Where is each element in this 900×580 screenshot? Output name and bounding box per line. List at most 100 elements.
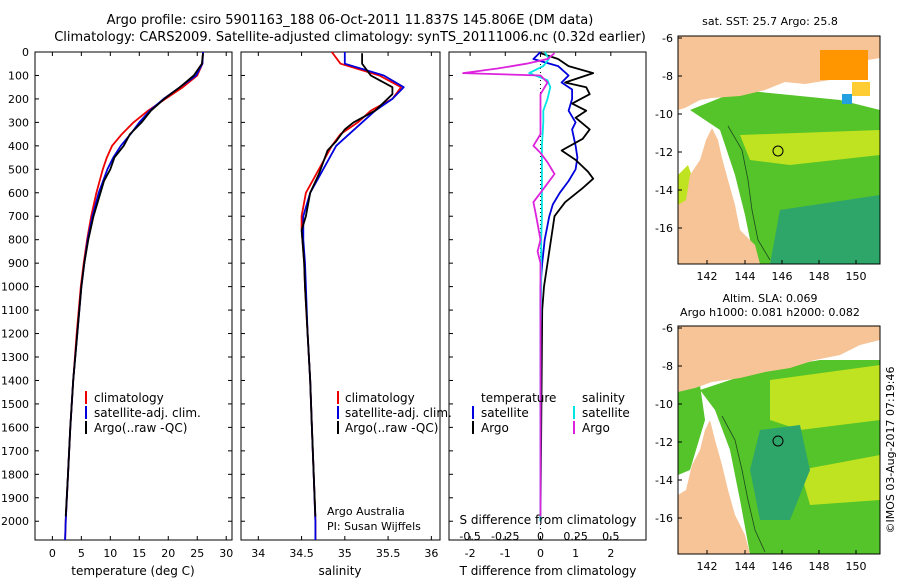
- series-line-satellite-adj-clim-: [64, 51, 204, 541]
- lon-tick-label: 146: [772, 270, 793, 283]
- sst-ocean-dark-patch: [770, 195, 880, 264]
- salinity-xlabel: salinity: [318, 564, 361, 578]
- s-difference-label: S difference from climatology: [460, 513, 637, 527]
- sla-cape-york-land: [678, 420, 750, 554]
- sla-ocean-west-strip: [678, 385, 705, 475]
- sla-map-ticks: 142 144 146 148 150 -6 -8 -10 -12 -14 -16: [655, 322, 866, 573]
- sla-ocean-light-area: [770, 365, 880, 430]
- sst-argo-location-marker: [772, 145, 784, 157]
- sla-argo-location-marker: [772, 435, 784, 447]
- sst-ocean-light-band: [740, 130, 880, 165]
- diff-legend-sargo-label: Argo: [582, 421, 610, 435]
- lat-tick-label: -12: [655, 436, 673, 449]
- sal-legend-sat-label: satellite-adj. clim.: [345, 406, 452, 420]
- lat-tick-label: -8: [662, 360, 673, 373]
- legend-sat-label: satellite-adj. clim.: [94, 406, 201, 420]
- lon-tick-label: 142: [697, 560, 718, 573]
- depth-tick-label: 1500: [1, 398, 29, 411]
- lat-tick-label: -10: [655, 398, 673, 411]
- lat-tick-label: -8: [662, 70, 673, 83]
- sla-depth-contour: [721, 415, 766, 553]
- series-line-argo-raw-qc-: [300, 53, 394, 517]
- x-tick-label: 2: [607, 547, 614, 560]
- sal-legend-argo-label: Argo(..raw -QC): [345, 421, 438, 435]
- diff-legend-salinity-title: salinity: [582, 391, 625, 405]
- x-tick-label: 20: [161, 547, 175, 560]
- x-tick-label: 35: [338, 547, 352, 560]
- depth-tick-label: 300: [8, 116, 29, 129]
- lat-tick-label: -6: [662, 322, 673, 335]
- lon-tick-label: 146: [772, 560, 793, 573]
- depth-tick-label: 1000: [1, 281, 29, 294]
- s-tick-label: -0.5: [459, 530, 480, 543]
- series-line-climatology: [64, 51, 204, 541]
- sst-cool-patch: [842, 94, 852, 104]
- lon-tick-label: 144: [735, 560, 756, 573]
- depth-tick-label: 1800: [1, 468, 29, 481]
- depth-tick-label: 0: [22, 46, 29, 59]
- x-tick-label: 36: [424, 547, 438, 560]
- sst-depth-contour: [727, 125, 771, 261]
- series-line-t-argo: [539, 52, 595, 517]
- difference-panel-frame: [448, 51, 647, 541]
- depth-tick-label: 2000: [1, 515, 29, 528]
- lon-tick-label: 150: [846, 270, 867, 283]
- depth-tick-label: 1300: [1, 351, 29, 364]
- figure-title-line2: Climatology: CARS2009. Satellite-adjuste…: [54, 30, 646, 45]
- depth-tick-label: 800: [8, 234, 29, 247]
- lat-tick-label: -6: [662, 32, 673, 45]
- figure-title-line1: Argo profile: csiro 5901163_188 06-Oct-2…: [107, 13, 594, 28]
- sal-legend-clim-label: climatology: [345, 391, 415, 405]
- depth-tick-label: 1600: [1, 421, 29, 434]
- lon-tick-label: 144: [735, 270, 756, 283]
- difference-chart: -2 -1 0 1 2 -0.5 -0.25 0 0.25 0.5: [459, 51, 620, 560]
- sla-map-frame: [677, 325, 881, 555]
- series-line-argo-raw-qc-: [64, 53, 204, 517]
- x-tick-label: 1: [572, 547, 579, 560]
- legend-argo-label: Argo(..raw -QC): [94, 421, 187, 435]
- x-tick-label: 10: [103, 547, 117, 560]
- depth-tick-label: 600: [8, 187, 29, 200]
- sst-map: sat. SST: 25.7 Argo: 25.8 142 144 146 148 15…: [655, 15, 881, 283]
- depth-tick-label: 700: [8, 210, 29, 223]
- x-tick-label: 34.5: [289, 547, 314, 560]
- series-line-s-argo: [462, 52, 556, 517]
- lon-tick-label: 142: [697, 270, 718, 283]
- depth-tick-label: 1400: [1, 374, 29, 387]
- sla-map: Altim. SLA: 0.069 Argo h1000: 0.081 h200…: [655, 292, 881, 573]
- lon-tick-label: 150: [846, 560, 867, 573]
- x-tick-label: 34: [251, 547, 265, 560]
- difference-legend: temperature satellite Argo salinity sate…: [472, 391, 630, 435]
- temperature-chart: 0 5 10 15 20 25 30: [49, 51, 233, 560]
- lat-tick-label: -16: [655, 222, 673, 235]
- lat-tick-label: -12: [655, 146, 673, 159]
- sla-map-title: Altim. SLA: 0.069: [722, 292, 817, 305]
- salinity-chart: 34 34.5 35 35.5 36: [251, 51, 438, 560]
- depth-tick-label: 400: [8, 140, 29, 153]
- sst-warm-patch: [820, 50, 868, 80]
- depth-tick-label: 500: [8, 163, 29, 176]
- lat-tick-label: -16: [655, 512, 673, 525]
- x-tick-label: -1: [500, 547, 511, 560]
- depth-tick-label: 1100: [1, 304, 29, 317]
- diff-legend-tsat-label: satellite: [481, 406, 529, 420]
- lon-tick-label: 148: [809, 560, 830, 573]
- lat-tick-label: -10: [655, 108, 673, 121]
- temperature-panel-frame: [34, 51, 233, 541]
- lat-tick-label: -14: [655, 474, 673, 487]
- x-tick-label: 35.5: [376, 547, 401, 560]
- s-tick-label: 0.5: [602, 530, 620, 543]
- x-tick-label: -2: [465, 547, 476, 560]
- depth-tick-label: 1700: [1, 445, 29, 458]
- sst-map-ticks: 142 144 146 148 150 -6 -8 -10 -12 -14 -16: [655, 32, 866, 283]
- sla-new-guinea-land: [678, 326, 880, 392]
- difference-xlabel: T difference from climatology: [459, 564, 637, 578]
- depth-tick-label: 200: [8, 93, 29, 106]
- depth-tick-label: 900: [8, 257, 29, 270]
- depth-tick-label: 1200: [1, 328, 29, 341]
- x-tick-label: 25: [190, 547, 204, 560]
- diff-legend-temperature-title: temperature: [481, 391, 556, 405]
- depth-tick-label: 100: [8, 69, 29, 82]
- credit-pi: PI: Susan Wijffels: [327, 520, 421, 533]
